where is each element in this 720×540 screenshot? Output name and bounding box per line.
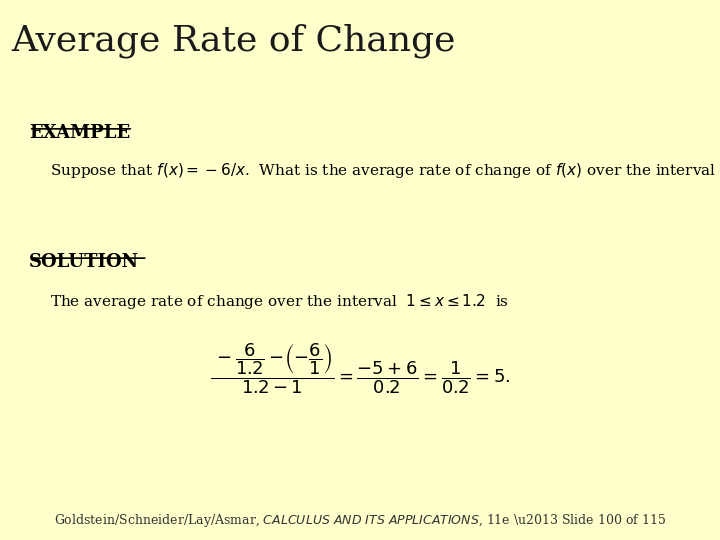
Text: $\dfrac{\,-\dfrac{6}{1.2}-\!\left(-\dfrac{6}{1}\right)}{1.2-1} = \dfrac{-5+6}{0.: $\dfrac{\,-\dfrac{6}{1.2}-\!\left(-\dfra… bbox=[210, 342, 510, 396]
Text: The average rate of change over the interval  $1 \leq x \leq 1.2$  is: The average rate of change over the inte… bbox=[50, 292, 509, 311]
Text: Goldstein/Schneider/Lay/Asmar, $\mathit{CALCULUS\ AND\ ITS\ APPLICATIONS}$, 11e : Goldstein/Schneider/Lay/Asmar, $\mathit{… bbox=[54, 512, 666, 529]
Text: EXAMPLE: EXAMPLE bbox=[29, 124, 130, 143]
Text: SOLUTION: SOLUTION bbox=[29, 253, 139, 271]
Text: Average Rate of Change: Average Rate of Change bbox=[11, 24, 455, 58]
Text: Suppose that $f(x) = -6/x$.  What is the average rate of change of $f(x)$ over t: Suppose that $f(x) = -6/x$. What is the … bbox=[50, 161, 720, 180]
